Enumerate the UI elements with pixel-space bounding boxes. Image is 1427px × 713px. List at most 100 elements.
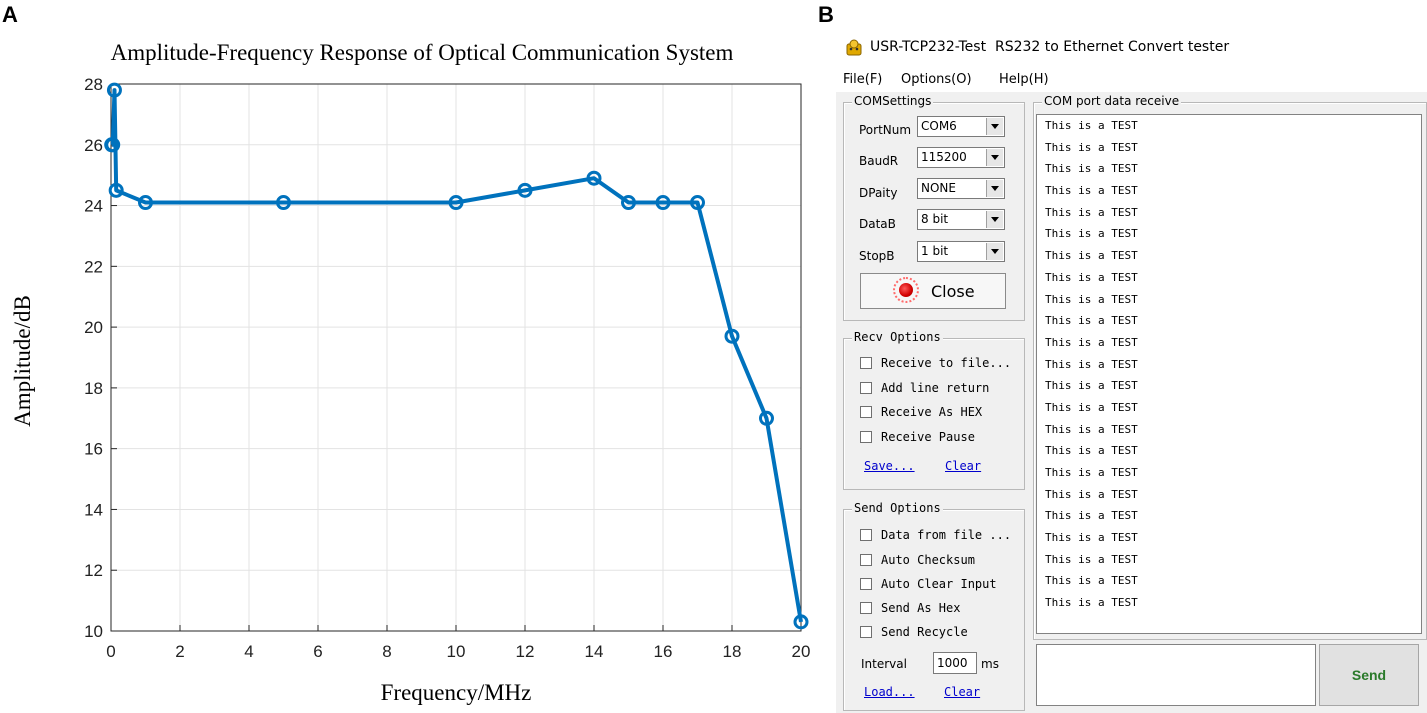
receive-line: This is a TEST bbox=[1045, 314, 1138, 328]
x-tick-label: 18 bbox=[723, 642, 742, 661]
checkbox[interactable] bbox=[860, 554, 872, 566]
chevron-down-icon[interactable] bbox=[986, 211, 1003, 228]
receive-line: This is a TEST bbox=[1045, 531, 1138, 545]
checkbox[interactable] bbox=[860, 602, 872, 614]
check-label: Send As Hex bbox=[881, 601, 961, 615]
data-point bbox=[793, 614, 809, 630]
receive-line: This is a TEST bbox=[1045, 227, 1138, 241]
y-tick-label: 20 bbox=[84, 318, 103, 337]
data-point bbox=[724, 328, 740, 344]
menu-options[interactable]: Options(O) bbox=[901, 72, 972, 87]
checkbox[interactable] bbox=[860, 626, 872, 638]
chevron-down-icon[interactable] bbox=[986, 243, 1003, 260]
x-axis-label: Frequency/MHz bbox=[381, 680, 532, 705]
checkbox[interactable] bbox=[860, 431, 872, 443]
data-point bbox=[759, 410, 774, 426]
stopb-label: StopB bbox=[859, 249, 895, 263]
x-tick-label: 4 bbox=[244, 642, 253, 661]
menu-bar: File(F) Options(O) Help(H) bbox=[836, 66, 1427, 92]
receive-line: This is a TEST bbox=[1045, 509, 1138, 523]
checkbox[interactable] bbox=[860, 382, 872, 394]
series-line-amplitude bbox=[110, 88, 803, 623]
checkbox[interactable] bbox=[860, 578, 872, 590]
y-tick-label: 16 bbox=[84, 440, 103, 459]
check-label: Receive Pause bbox=[881, 430, 975, 444]
send-input[interactable] bbox=[1036, 644, 1316, 706]
interval-input[interactable]: 1000 bbox=[933, 652, 977, 674]
data-markers bbox=[104, 82, 809, 630]
menu-help[interactable]: Help(H) bbox=[999, 72, 1049, 87]
receive-text-area[interactable]: This is a TEST This is a TEST This is a TE… bbox=[1036, 114, 1422, 634]
x-tick-label: 20 bbox=[792, 642, 811, 661]
chevron-down-icon[interactable] bbox=[986, 118, 1003, 135]
com-settings-title: COMSettings bbox=[852, 94, 934, 108]
dpaity-value: NONE bbox=[921, 181, 956, 195]
receive-line: This is a TEST bbox=[1045, 400, 1138, 414]
window-title: USR-TCP232-Test RS232 to Ethernet Conver… bbox=[870, 39, 1230, 55]
dpaity-select[interactable]: NONE bbox=[917, 178, 1005, 199]
portnum-select[interactable]: COM6 bbox=[917, 116, 1005, 137]
data-point bbox=[138, 195, 153, 211]
app-logo-icon bbox=[846, 39, 862, 56]
send-button[interactable]: Send bbox=[1319, 644, 1419, 706]
receive-line: This is a TEST bbox=[1045, 140, 1138, 154]
data-point bbox=[621, 195, 636, 211]
com-settings-group: COMSettings bbox=[843, 94, 1025, 321]
receive-line: This is a TEST bbox=[1045, 487, 1138, 501]
y-tick-label: 12 bbox=[84, 561, 103, 580]
panel-a-letter: A bbox=[2, 2, 18, 27]
x-tick-label: 12 bbox=[516, 642, 535, 661]
data-point bbox=[108, 182, 124, 198]
data-point bbox=[106, 82, 122, 98]
stopb-select[interactable]: 1 bit bbox=[917, 241, 1005, 262]
status-led-ring bbox=[893, 277, 919, 303]
y-tick-label: 18 bbox=[84, 379, 103, 398]
receive-panel-title: COM port data receive bbox=[1042, 94, 1182, 108]
y-axis-label: Amplitude/dB bbox=[10, 295, 35, 427]
receive-line: This is a TEST bbox=[1045, 444, 1138, 458]
datab-select[interactable]: 8 bit bbox=[917, 209, 1005, 230]
recv-clear-link[interactable]: Clear bbox=[945, 459, 982, 473]
receive-line: This is a TEST bbox=[1045, 184, 1138, 198]
y-tick-label: 22 bbox=[84, 257, 103, 276]
checkbox[interactable] bbox=[860, 529, 872, 541]
checkbox[interactable] bbox=[860, 357, 872, 369]
data-point bbox=[517, 182, 533, 198]
send-options-group: Send Options bbox=[843, 501, 1025, 711]
x-tick-label: 16 bbox=[654, 642, 673, 661]
baudr-select[interactable]: 115200 bbox=[917, 147, 1005, 168]
data-point bbox=[276, 195, 291, 211]
check-label: Receive As HEX bbox=[881, 405, 983, 419]
menu-file[interactable]: File(F) bbox=[843, 72, 883, 87]
y-tick-label: 26 bbox=[84, 136, 103, 155]
recv-options-title: Recv Options bbox=[852, 330, 943, 344]
data-point bbox=[105, 137, 121, 153]
send-clear-link[interactable]: Clear bbox=[944, 685, 981, 699]
panel-b-letter: B bbox=[818, 2, 834, 27]
check-label: Auto Clear Input bbox=[881, 577, 997, 591]
chevron-down-icon[interactable] bbox=[986, 180, 1003, 197]
status-led-icon bbox=[899, 283, 913, 297]
grid bbox=[110, 83, 802, 632]
y-tick-label: 14 bbox=[84, 500, 103, 519]
portnum-value: COM6 bbox=[921, 119, 957, 133]
x-tick-label: 2 bbox=[175, 642, 184, 661]
chevron-down-icon[interactable] bbox=[986, 149, 1003, 166]
load-link[interactable]: Load... bbox=[864, 685, 915, 699]
serial-tester-window: USR-TCP232-Test RS232 to Ethernet Conver… bbox=[836, 30, 1427, 713]
interval-label: Interval bbox=[861, 657, 907, 671]
receive-line: This is a TEST bbox=[1045, 335, 1138, 349]
title-bar: USR-TCP232-Test RS232 to Ethernet Conver… bbox=[836, 30, 1427, 66]
check-label: Data from file ... bbox=[881, 528, 1012, 542]
chart-title: Amplitude-Frequency Response of Optical … bbox=[111, 40, 734, 65]
receive-line: This is a TEST bbox=[1045, 119, 1138, 132]
checkbox[interactable] bbox=[860, 406, 872, 418]
save-link[interactable]: Save... bbox=[864, 459, 915, 473]
receive-line: This is a TEST bbox=[1045, 466, 1138, 479]
baudr-label: BaudR bbox=[859, 154, 899, 168]
portnum-label: PortNum bbox=[859, 123, 912, 137]
receive-line: This is a TEST bbox=[1045, 379, 1138, 393]
close-port-button[interactable]: Close bbox=[860, 273, 1006, 309]
check-label: Send Recycle bbox=[881, 625, 968, 639]
